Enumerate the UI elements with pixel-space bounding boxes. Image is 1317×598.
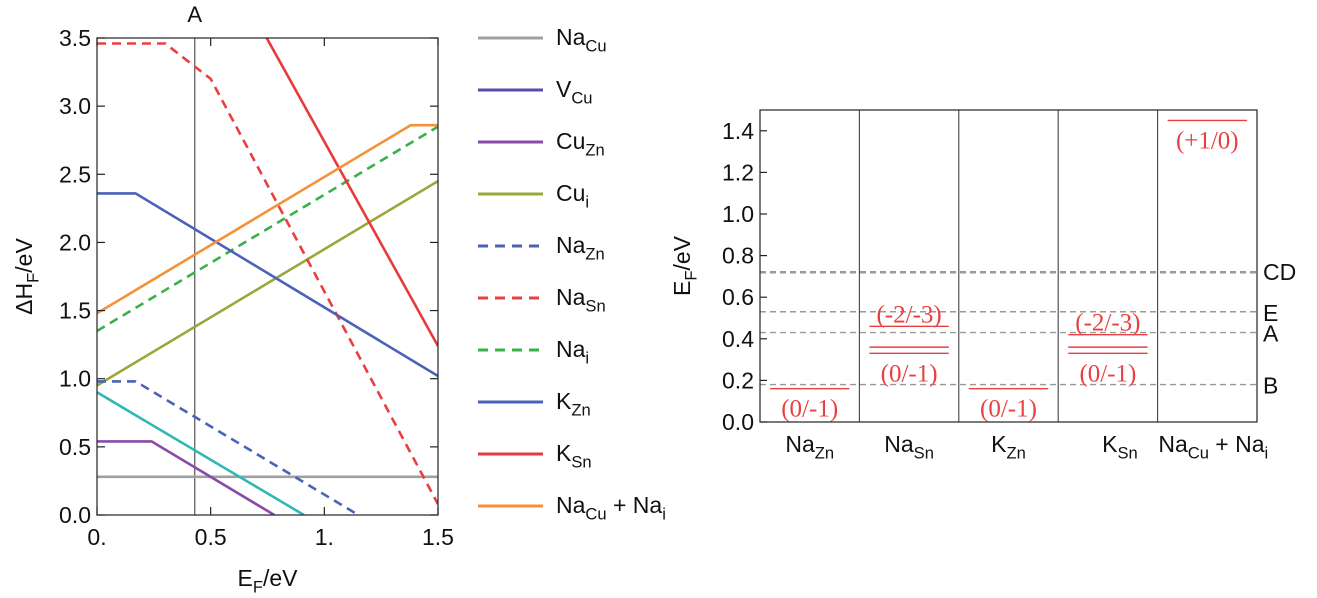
legend-label-2: CuZn (556, 128, 605, 159)
legend-label-3: Cui (556, 180, 589, 211)
y-tick-label-1: 0.5 (59, 434, 91, 460)
series-line-6 (97, 125, 438, 333)
r-y-tick-label-3: 0.6 (722, 284, 754, 310)
r-y-tick-label-0: 0.0 (722, 409, 754, 435)
y-tick-label-6: 3.0 (59, 93, 91, 119)
y-tick-label-4: 2.0 (59, 229, 91, 255)
series-line-3 (97, 179, 438, 387)
ref-label-E: E (1263, 300, 1278, 326)
legend-label-8: KSn (556, 440, 592, 471)
legend-label-9: NaCu + Nai (556, 492, 666, 523)
ref-label-B: B (1263, 373, 1278, 399)
x-tick-label-2: 1. (315, 524, 334, 550)
x-tick-label-1: 0.5 (195, 524, 227, 550)
r-y-axis-label: EF/eV (669, 235, 700, 296)
r-y-tick-label-5: 1.0 (722, 201, 754, 227)
ref-label-A: A (1263, 321, 1279, 347)
legend-label-4: NaZn (556, 232, 605, 263)
legend-label-1: VCu (556, 76, 593, 107)
level-label-5: (0/-1) (1079, 360, 1136, 387)
r-y-tick-label-4: 0.8 (722, 243, 754, 269)
level-label-6: (+1/0) (1176, 127, 1239, 154)
legend-label-6: Nai (556, 336, 589, 367)
level-label-0: (0/-1) (781, 396, 838, 423)
column-label-0: NaZn (785, 431, 834, 462)
r-y-tick-label-2: 0.4 (722, 326, 754, 352)
transition-level-chart: CD EAB (0/-1) (-2/-3) (0/-1) (0/-1) (-2/-3) (0/… (669, 109, 1296, 462)
ref-label-CD: CD (1263, 259, 1296, 285)
level-label-4: (-2/-3) (1075, 310, 1140, 337)
series-line-4 (97, 380, 360, 515)
r-y-tick-label-6: 1.2 (722, 159, 754, 185)
series-group (97, 38, 438, 515)
series-line-2 (97, 440, 275, 515)
column-label-2: KZn (991, 431, 1026, 462)
y-tick-label-3: 1.5 (59, 298, 91, 324)
legend-label-0: NaCu (556, 24, 607, 55)
series-line-10 (97, 391, 305, 515)
y-tick-label-0: 0.0 (59, 502, 91, 528)
series-line-9 (97, 123, 438, 315)
x-axis-label: EF/eV (238, 565, 299, 596)
y-tick-label-5: 2.5 (59, 161, 91, 187)
y-axis-label: ΔHF/eV (11, 238, 42, 315)
legend-label-5: NaSn (556, 284, 606, 315)
legend-label-7: KZn (556, 388, 591, 419)
y-tick-label-7: 3.5 (59, 25, 91, 51)
column-label-3: KSn (1102, 431, 1138, 462)
level-label-2: (0/-1) (881, 360, 938, 387)
r-y-tick-label-7: 1.4 (722, 118, 754, 144)
vline-A-label: A (187, 2, 202, 27)
x-tick-label-3: 1.5 (422, 524, 454, 550)
column-label-4: NaCu + Nai (1158, 431, 1268, 462)
r-y-tick-label-1: 0.2 (722, 367, 754, 393)
legend: NaCu VCu CuZn Cui NaZn NaSn Nai KZn KSn NaCu + Na… (478, 24, 666, 523)
formation-energy-chart: A 0.0 0.5 1.0 1.5 2.0 2.5 3.0 3.5 0. 0.5 1. 1.5 EF/eV… (11, 2, 454, 596)
level-label-3: (0/-1) (980, 396, 1037, 423)
plot-frame-right (759, 109, 1258, 423)
y-tick-label-2: 1.0 (59, 366, 91, 392)
series-line-5 (97, 42, 438, 505)
level-label-1: (-2/-3) (876, 301, 941, 328)
plot-frame (96, 37, 439, 516)
x-tick-label-0: 0. (87, 524, 106, 550)
series-line-8 (265, 38, 438, 347)
series-line-7 (97, 192, 438, 378)
column-label-1: NaSn (884, 431, 934, 462)
